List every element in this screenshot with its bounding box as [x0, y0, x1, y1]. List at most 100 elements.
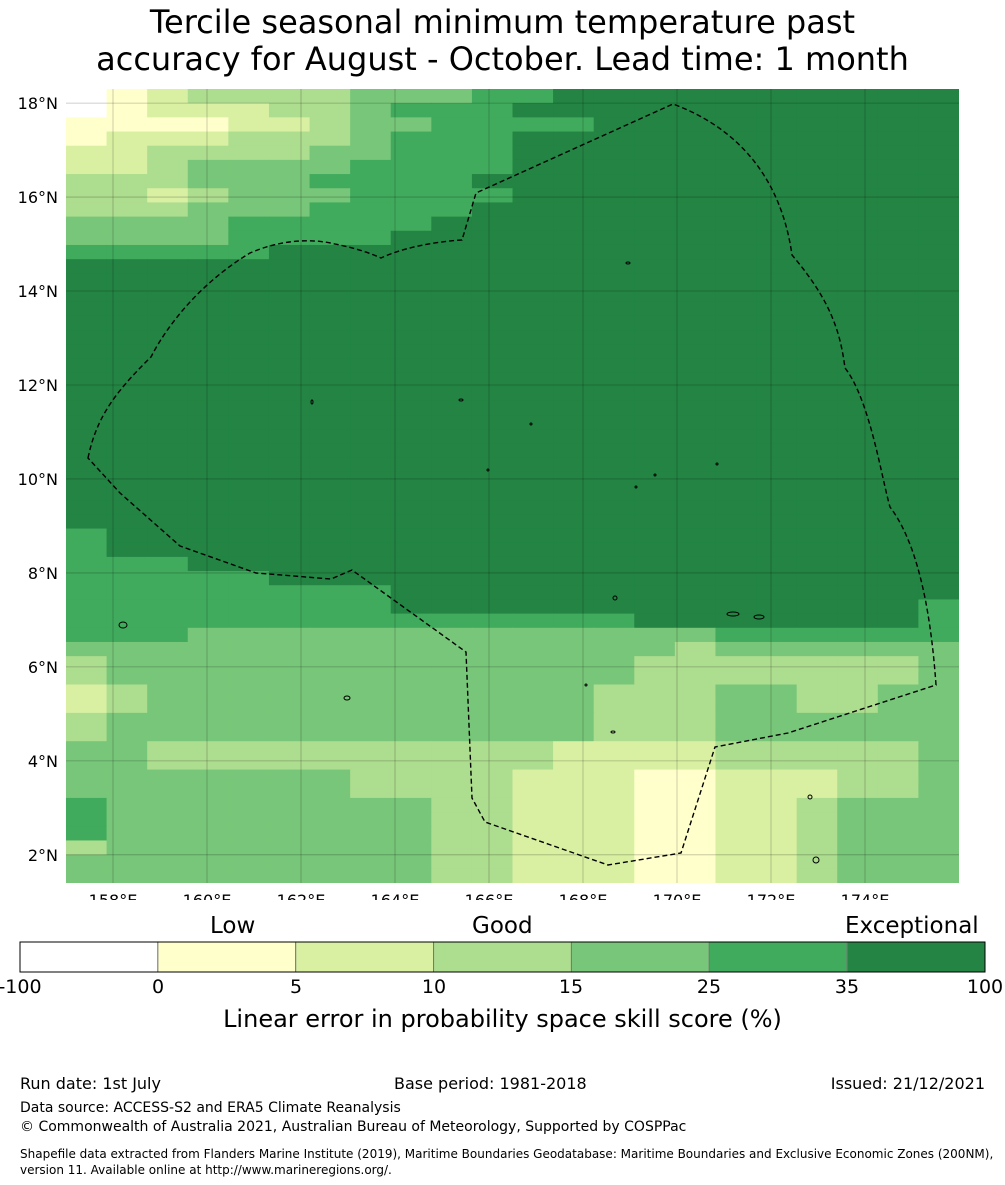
grid-cell: [66, 174, 108, 189]
grid-cell: [309, 415, 351, 430]
grid-cell: [715, 273, 757, 289]
grid-cell: [553, 259, 595, 274]
colorbar-segment: [295, 941, 435, 973]
grid-cell: [390, 698, 432, 714]
grid-cell: [187, 188, 229, 204]
grid-cell: [228, 741, 270, 756]
grid-cell: [796, 542, 838, 558]
grid-cell: [634, 656, 676, 671]
grid-cell: [756, 103, 798, 118]
grid-cell: [309, 641, 351, 657]
grid-cell: [471, 797, 514, 813]
grid-cell: [756, 840, 798, 856]
grid-cell: [147, 712, 189, 728]
grid-cell: [350, 174, 392, 189]
grid-cell: [715, 812, 757, 827]
grid-cell: [66, 684, 108, 700]
grid-cell: [837, 712, 879, 728]
island-outline: [118, 621, 128, 629]
latitude-labels: 18°N 16°N 14°N 12°N 10°N 8°N 6°N 4°N 2°N: [18, 94, 58, 865]
grid-cell: [431, 230, 473, 246]
grid-cell: [309, 131, 351, 147]
grid-cell: [634, 457, 676, 473]
grid-cell: [877, 386, 920, 402]
grid-cell: [674, 244, 717, 260]
grid-cell: [877, 698, 920, 714]
grid-cell: [187, 641, 229, 657]
grid-cell: [877, 330, 920, 345]
grid-cell: [106, 372, 148, 388]
grid-cell: [431, 712, 473, 728]
grid-cell: [147, 854, 189, 870]
grid-cell: [593, 684, 635, 700]
grid-cell: [471, 188, 514, 204]
grid-cell: [918, 159, 959, 175]
grid-cell: [431, 698, 473, 714]
grid-cell: [268, 174, 311, 189]
grid-cell: [187, 89, 229, 104]
grid-cell: [268, 755, 311, 771]
grid-cell: [593, 627, 635, 643]
colorbar-segment: [708, 941, 848, 973]
grid-cell: [715, 727, 757, 742]
grid-cell: [837, 868, 879, 883]
grid-cell: [66, 415, 108, 430]
grid-cell: [106, 400, 148, 416]
grid-cell: [553, 613, 595, 629]
grid-cell: [187, 259, 229, 274]
grid-cell: [756, 386, 798, 402]
grid-cell: [553, 854, 595, 870]
grid-cell: [187, 145, 229, 161]
grid-cell: [837, 216, 879, 232]
grid-cell: [471, 287, 514, 303]
grid-cell: [268, 585, 311, 601]
grid-cell: [877, 514, 920, 530]
grid-cell: [756, 641, 798, 657]
grid-cell: [147, 486, 189, 501]
grid-cell: [877, 471, 920, 487]
grid-cell: [756, 712, 798, 728]
grid-cell: [674, 174, 717, 189]
grid-cell: [471, 826, 514, 842]
colorbar-segment: [157, 941, 297, 973]
grid-cell: [593, 230, 635, 246]
grid-cell: [390, 131, 432, 147]
grid-cell: [918, 145, 959, 161]
grid-cell: [877, 769, 920, 785]
grid-cell: [471, 769, 514, 785]
grid-cell: [918, 486, 959, 501]
grid-cell: [309, 400, 351, 416]
grid-cell: [390, 216, 432, 232]
map-title-line-1: Tercile seasonal minimum temperature pas…: [149, 3, 856, 41]
grid-cell: [187, 514, 229, 530]
grid-cell: [715, 627, 757, 643]
grid-cell: [228, 812, 270, 827]
grid-cell: [106, 769, 148, 785]
grid-cell: [593, 386, 635, 402]
grid-cell: [350, 797, 392, 813]
grid-cell: [147, 131, 189, 147]
grid-cell: [471, 273, 514, 289]
grid-cell: [309, 344, 351, 359]
grid-cell: [756, 613, 798, 629]
latitude-tick-label: 4°N: [28, 752, 58, 771]
grid-cell: [431, 287, 473, 303]
grid-cell: [512, 486, 554, 501]
grid-cell: [593, 103, 635, 118]
grid-cell: [756, 202, 798, 218]
grid-cell: [431, 159, 473, 175]
grid-cell: [268, 670, 311, 686]
grid-cell: [350, 287, 392, 303]
grid-cell: [471, 244, 514, 260]
grid-cell: [877, 103, 920, 118]
grid-cell: [471, 670, 514, 686]
grid-cell: [796, 202, 838, 218]
latitude-tick-label: 16°N: [18, 188, 58, 207]
grid-cell: [634, 415, 676, 430]
grid-cell: [390, 174, 432, 189]
colorbar-category-good: Good: [472, 913, 533, 939]
grid-cell: [715, 259, 757, 274]
grid-cell: [634, 840, 676, 856]
grid-cell: [268, 188, 311, 204]
grid-cell: [674, 656, 717, 671]
